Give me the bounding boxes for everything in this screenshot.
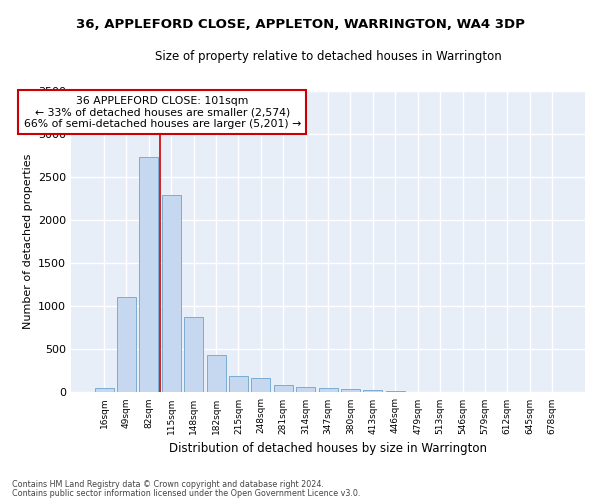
Bar [184,316,203,392]
Bar [341,390,360,392]
Y-axis label: Number of detached properties: Number of detached properties [23,154,32,329]
X-axis label: Distribution of detached houses by size in Warrington: Distribution of detached houses by size … [169,442,487,455]
Bar [386,391,405,392]
Bar [296,387,315,392]
Bar [251,378,271,392]
Text: Contains HM Land Registry data © Crown copyright and database right 2024.: Contains HM Land Registry data © Crown c… [12,480,324,489]
Bar [319,388,338,392]
Bar [162,195,181,392]
Bar [206,356,226,393]
Bar [364,390,382,392]
Bar [117,296,136,392]
Bar [229,376,248,392]
Text: Contains public sector information licensed under the Open Government Licence v3: Contains public sector information licen… [12,489,361,498]
Text: 36, APPLEFORD CLOSE, APPLETON, WARRINGTON, WA4 3DP: 36, APPLEFORD CLOSE, APPLETON, WARRINGTO… [76,18,524,30]
Bar [95,388,113,392]
Bar [274,384,293,392]
Bar [139,157,158,392]
Title: Size of property relative to detached houses in Warrington: Size of property relative to detached ho… [155,50,502,63]
Text: 36 APPLEFORD CLOSE: 101sqm
← 33% of detached houses are smaller (2,574)
66% of s: 36 APPLEFORD CLOSE: 101sqm ← 33% of deta… [23,96,301,129]
